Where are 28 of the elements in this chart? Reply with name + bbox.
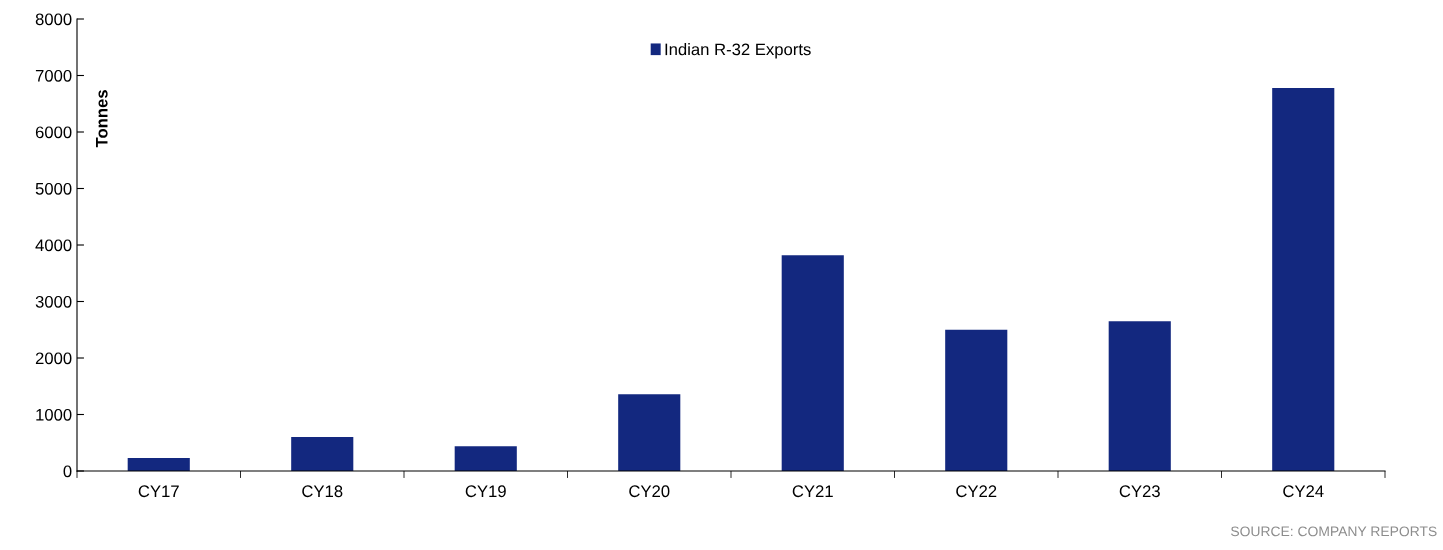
bar bbox=[618, 394, 681, 471]
y-tick-label: 6000 bbox=[35, 126, 72, 139]
x-tick-label: CY23 bbox=[1119, 485, 1160, 498]
bar bbox=[127, 458, 190, 471]
y-tick-label: 3000 bbox=[35, 295, 72, 308]
x-tick-label: CY24 bbox=[1283, 485, 1324, 498]
y-tick-label: 7000 bbox=[35, 69, 72, 82]
y-tick-label: 0 bbox=[63, 465, 72, 478]
bar bbox=[454, 446, 517, 471]
x-tick-label: CY21 bbox=[792, 485, 833, 498]
x-tick-label: CY17 bbox=[138, 485, 179, 498]
legend-label: Indian R-32 Exports bbox=[665, 43, 811, 59]
y-tick-label: 4000 bbox=[35, 239, 72, 252]
bar bbox=[1272, 87, 1335, 471]
y-tick-label: 5000 bbox=[35, 182, 72, 195]
bar bbox=[291, 437, 354, 471]
x-tick-label: CY19 bbox=[465, 485, 506, 498]
bar bbox=[781, 255, 844, 471]
bar bbox=[945, 329, 1008, 471]
y-tick-label: 2000 bbox=[35, 352, 72, 365]
y-tick-label: 8000 bbox=[35, 13, 72, 26]
x-tick-label: CY18 bbox=[302, 485, 343, 498]
bar bbox=[1108, 321, 1171, 471]
y-tick-label: 1000 bbox=[36, 408, 72, 421]
source-note: SOURCE: COMPANY REPORTS bbox=[1231, 526, 1437, 537]
x-tick-label: CY22 bbox=[956, 485, 997, 498]
x-tick-label: CY20 bbox=[629, 485, 670, 498]
y-axis-title: Tonnes bbox=[96, 90, 108, 148]
